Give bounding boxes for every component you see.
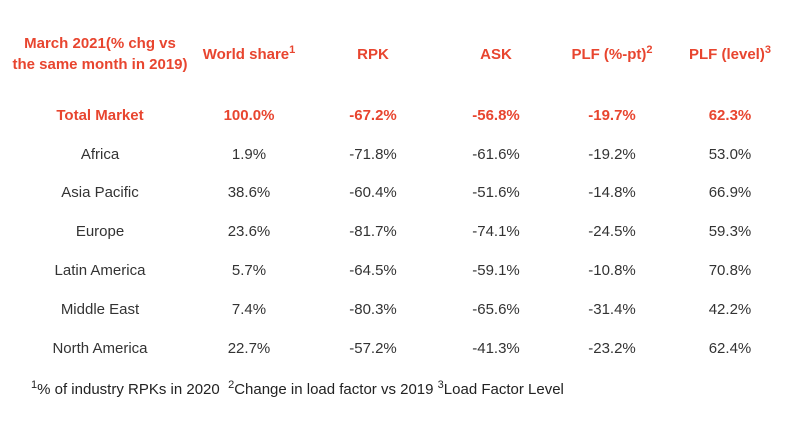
rpk-cell: -80.3% [349, 300, 397, 318]
header-plf-level: PLF (level)3 [689, 43, 771, 63]
footnote-marker: 1 [31, 379, 38, 391]
footnote-text: Change in load factor vs 2019 [234, 381, 434, 398]
world-share-cell: 7.4% [231, 300, 267, 318]
plf-pt-cell: -31.4% [588, 300, 636, 318]
region-cell: Africa [80, 145, 120, 163]
footnote-ref: 2 [646, 43, 653, 56]
rpk-cell: -64.5% [349, 262, 397, 280]
footnote-text: Load Factor Level [443, 381, 564, 398]
rpk-cell: -71.8% [349, 145, 397, 163]
ask-cell: -59.1% [472, 262, 520, 280]
ask-cell: -65.6% [472, 300, 520, 318]
ask-cell: -74.1% [472, 223, 520, 241]
plf-pt-cell: -19.2% [588, 145, 636, 163]
footnote-ref: 3 [764, 43, 771, 56]
traffic-stats-table: March 2021(% chg vs the same month in 20… [10, 12, 790, 368]
plf-pt-cell: -24.5% [588, 223, 636, 241]
plf-level-cell: 62.4% [708, 339, 752, 357]
region-cell: Latin America [54, 262, 146, 280]
world-share-cell: 1.9% [231, 145, 267, 163]
header-ask: ASK [480, 45, 512, 63]
ask-cell: -51.6% [472, 184, 520, 202]
world-share-cell: 22.7% [227, 339, 271, 357]
footnote-ref: 1 [289, 43, 296, 56]
plf-pt-cell: -14.8% [588, 184, 636, 202]
ask-cell: -56.8% [472, 106, 520, 124]
ask-cell: -41.3% [472, 339, 520, 357]
footnotes: 1% of industry RPKs in 2020 2Change in l… [31, 379, 564, 399]
plf-level-cell: 70.8% [708, 262, 752, 280]
region-cell: Total Market [56, 106, 144, 124]
region-cell: Middle East [60, 300, 140, 318]
header-plf-pt: PLF (%-pt)2 [571, 43, 653, 63]
table-row-total-market: Total Market 100.0% -67.2% -56.8% -19.7%… [10, 96, 790, 135]
rpk-cell: -81.7% [349, 223, 397, 241]
ask-cell: -61.6% [472, 145, 520, 163]
world-share-cell: 23.6% [227, 223, 271, 241]
region-cell: North America [52, 339, 148, 357]
plf-pt-cell: -10.8% [588, 262, 636, 280]
plf-pt-cell: -23.2% [588, 339, 636, 357]
table-row: Middle East 7.4% -80.3% -65.6% -31.4% 42… [10, 290, 790, 329]
rpk-cell: -57.2% [349, 339, 397, 357]
world-share-cell: 100.0% [223, 106, 275, 124]
region-cell: Europe [75, 223, 125, 241]
table-row: Europe 23.6% -81.7% -74.1% -24.5% 59.3% [10, 212, 790, 251]
header-world-share: World share1 [202, 43, 296, 63]
plf-level-cell: 66.9% [708, 184, 752, 202]
header-rpk: RPK [357, 45, 389, 63]
rpk-cell: -60.4% [349, 184, 397, 202]
table-row: Latin America 5.7% -64.5% -59.1% -10.8% … [10, 251, 790, 290]
plf-pt-cell: -19.7% [588, 106, 636, 124]
rpk-cell: -67.2% [349, 106, 397, 124]
plf-level-cell: 62.3% [708, 106, 752, 124]
world-share-cell: 5.7% [231, 262, 267, 280]
table-header-row: March 2021(% chg vs the same month in 20… [10, 12, 790, 96]
footnote-marker: 3 [437, 379, 444, 391]
region-cell: Asia Pacific [61, 184, 139, 202]
footnote-text: % of industry RPKs in 2020 [37, 381, 220, 398]
table-row: North America 22.7% -57.2% -41.3% -23.2%… [10, 329, 790, 368]
plf-level-cell: 42.2% [708, 300, 752, 318]
world-share-cell: 38.6% [227, 184, 271, 202]
plf-level-cell: 59.3% [708, 223, 752, 241]
footnote-marker: 2 [228, 379, 235, 391]
plf-level-cell: 53.0% [708, 145, 752, 163]
header-period: March 2021(% chg vs the same month in 20… [12, 35, 188, 73]
table-row: Asia Pacific 38.6% -60.4% -51.6% -14.8% … [10, 174, 790, 213]
table-row: Africa 1.9% -71.8% -61.6% -19.2% 53.0% [10, 135, 790, 174]
